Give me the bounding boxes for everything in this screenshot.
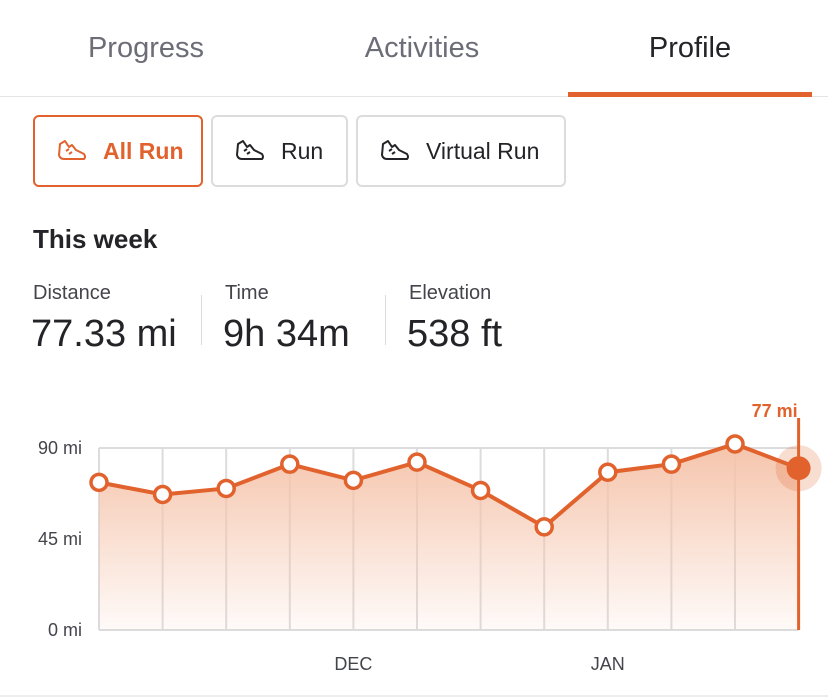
stat-divider: [201, 295, 202, 345]
filter-label: Virtual Run: [426, 137, 540, 164]
active-tab-indicator: [568, 92, 812, 97]
data-point: [534, 517, 554, 537]
tab-activities[interactable]: Activities: [364, 32, 480, 64]
y-tick-label: 90 mi: [38, 438, 82, 458]
x-tick-label: DEC: [334, 654, 372, 674]
tab-bar: Progress Activities Profile: [0, 0, 828, 97]
week-title: This week: [33, 224, 158, 254]
stat-distance-value: 77.33 mi: [31, 313, 177, 355]
stat-elevation-value: 538 ft: [407, 313, 503, 355]
data-point: [89, 472, 109, 493]
data-point: [661, 454, 682, 474]
data-point: [407, 452, 427, 472]
data-point: [470, 480, 491, 501]
weekly-distance-chart[interactable]: 77 mi 90 mi 45 mi 0 mi DEC JAN: [0, 395, 828, 697]
filter-all-run-button[interactable]: All Run: [33, 115, 203, 187]
stat-distance-label: Distance: [33, 282, 111, 304]
chart-area: [99, 443, 799, 630]
shoe-icon: [55, 134, 89, 168]
filter-label: Run: [281, 137, 324, 164]
y-tick-label: 45 mi: [38, 529, 82, 549]
data-point: [725, 434, 745, 454]
shoe-icon: [233, 134, 267, 168]
filter-label: All Run: [103, 137, 184, 164]
chart-series-line: [98, 441, 800, 529]
y-tick-label: 0 mi: [48, 620, 82, 640]
stat-time-label: Time: [225, 282, 269, 304]
data-point: [598, 462, 618, 483]
tab-progress[interactable]: Progress: [87, 32, 205, 64]
data-point: [216, 478, 236, 499]
shoe-icon: [378, 134, 412, 168]
selected-value-label: 77 mi: [752, 401, 798, 421]
data-point: [152, 484, 173, 505]
stat-divider: [385, 295, 386, 345]
tab-profile[interactable]: Profile: [648, 32, 732, 64]
stat-elevation-label: Elevation: [409, 282, 492, 304]
filter-virtual-run-button[interactable]: Virtual Run: [356, 115, 566, 187]
selected-data-point: [786, 456, 811, 481]
x-tick-label: JAN: [591, 654, 625, 674]
filter-run-button[interactable]: Run: [211, 115, 348, 187]
data-point: [280, 454, 300, 474]
data-point: [343, 470, 364, 491]
stat-time-value: 9h 34m: [223, 313, 350, 355]
